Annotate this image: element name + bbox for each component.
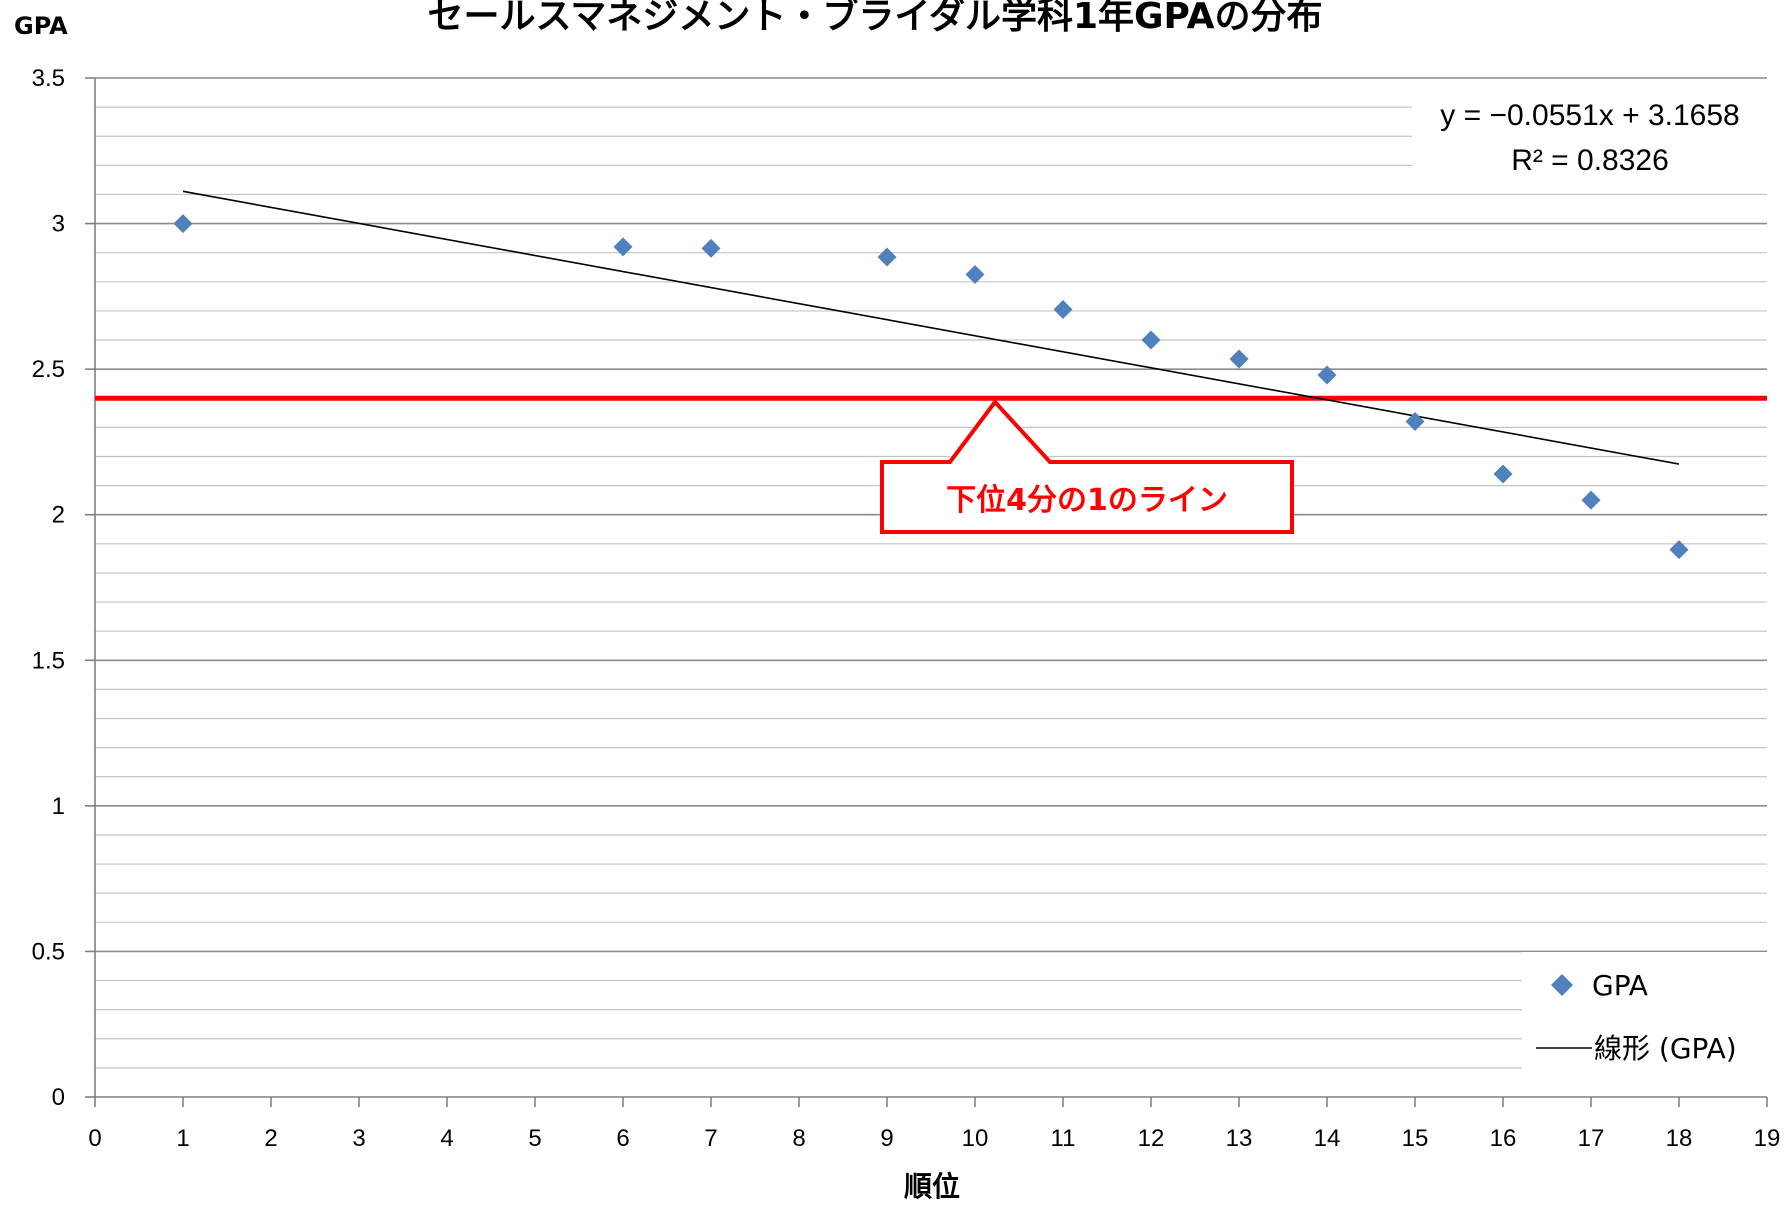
x-tick-label: 4 bbox=[440, 1125, 453, 1152]
data-point bbox=[1317, 365, 1337, 385]
trendline-r-squared: R² = 0.8326 bbox=[1511, 144, 1669, 177]
data-point bbox=[965, 265, 985, 285]
y-tick-label: 2 bbox=[52, 502, 65, 529]
legend: GPA 線形 (GPA) bbox=[1522, 952, 1784, 1078]
legend-entry-gpa: GPA bbox=[1592, 969, 1648, 1002]
data-point bbox=[1493, 464, 1513, 484]
data-point bbox=[1229, 349, 1249, 369]
x-tick-label: 5 bbox=[528, 1125, 541, 1152]
x-tick-label: 17 bbox=[1578, 1125, 1605, 1152]
y-tick-label: 3 bbox=[52, 211, 65, 238]
x-tick-label: 3 bbox=[352, 1125, 365, 1152]
reference-line-label: 下位4分の1のライン bbox=[946, 483, 1228, 518]
data-point bbox=[701, 238, 721, 258]
x-tick-label: 1 bbox=[176, 1125, 189, 1152]
x-tick-label: 10 bbox=[962, 1125, 989, 1152]
data-point bbox=[1405, 412, 1425, 432]
y-tick-label: 0.5 bbox=[32, 938, 65, 965]
x-tick-labels: 0 1 2 3 4 5 6 7 8 9 10 11 12 13 14 15 16 17 18 19 bbox=[88, 1125, 1780, 1152]
x-tick-label: 6 bbox=[616, 1125, 629, 1152]
data-point bbox=[173, 214, 193, 234]
x-tick-label: 9 bbox=[880, 1125, 893, 1152]
y-tick-label: 2.5 bbox=[32, 356, 65, 383]
x-tick-label: 15 bbox=[1402, 1125, 1429, 1152]
x-tick-label: 13 bbox=[1226, 1125, 1253, 1152]
x-tick-label: 18 bbox=[1666, 1125, 1693, 1152]
x-tick-label: 2 bbox=[264, 1125, 277, 1152]
data-points bbox=[173, 214, 1689, 560]
x-tick-label: 11 bbox=[1051, 1125, 1076, 1152]
legend-background bbox=[1522, 952, 1784, 1078]
y-axis-title: GPA bbox=[14, 12, 68, 40]
legend-entry-linear: 線形 (GPA) bbox=[1594, 1032, 1737, 1065]
data-point bbox=[1141, 330, 1161, 350]
y-tick-label: 0 bbox=[52, 1084, 65, 1111]
data-point bbox=[613, 237, 633, 257]
reference-line-callout bbox=[880, 398, 1294, 534]
gridlines bbox=[95, 77, 1767, 1069]
axes bbox=[85, 77, 1768, 1107]
data-point bbox=[1669, 540, 1689, 560]
x-axis-title: 順位 bbox=[904, 1170, 960, 1203]
x-tick-label: 14 bbox=[1314, 1125, 1341, 1152]
x-tick-label: 12 bbox=[1138, 1125, 1165, 1152]
data-point bbox=[877, 247, 897, 267]
trendline bbox=[182, 190, 1680, 465]
y-tick-labels: 0 0.5 1 1.5 2 2.5 3 3.5 bbox=[32, 65, 65, 1111]
y-tick-label: 1 bbox=[52, 793, 65, 820]
x-tick-label: 16 bbox=[1490, 1125, 1517, 1152]
x-tick-label: 19 bbox=[1754, 1125, 1781, 1152]
x-tick-label: 7 bbox=[704, 1125, 717, 1152]
y-tick-label: 1.5 bbox=[32, 647, 65, 674]
legend-diamond-icon bbox=[1551, 974, 1573, 996]
x-tick-label: 8 bbox=[792, 1125, 805, 1152]
data-point bbox=[1581, 490, 1601, 510]
chart-title: セールスマネジメント・ブライダル学科1年GPAの分布 bbox=[427, 0, 1322, 37]
y-tick-label: 3.5 bbox=[32, 65, 65, 92]
trendline-equation-background bbox=[1412, 96, 1772, 186]
trendline-equation: y = −0.0551x + 3.1658 bbox=[1440, 99, 1739, 132]
data-point bbox=[1053, 299, 1073, 319]
x-tick-label: 0 bbox=[88, 1125, 101, 1152]
